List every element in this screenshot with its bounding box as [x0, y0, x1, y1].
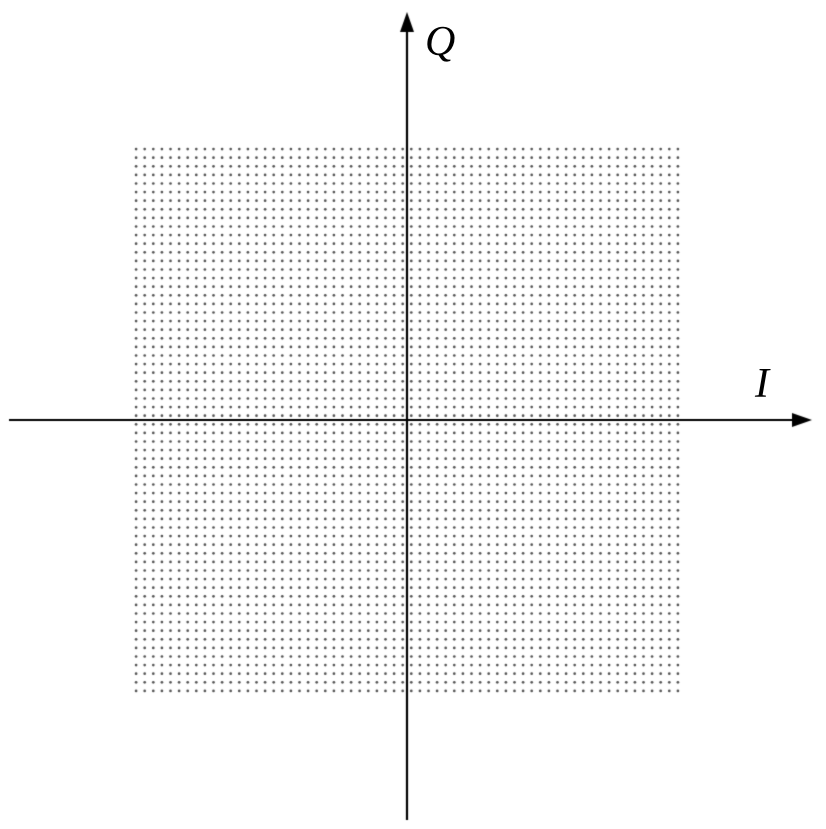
axis-label-q: Q — [425, 18, 455, 66]
iq-constellation-diagram: Q I — [0, 0, 826, 829]
axis-label-i: I — [755, 360, 769, 408]
plot-canvas — [0, 0, 826, 829]
